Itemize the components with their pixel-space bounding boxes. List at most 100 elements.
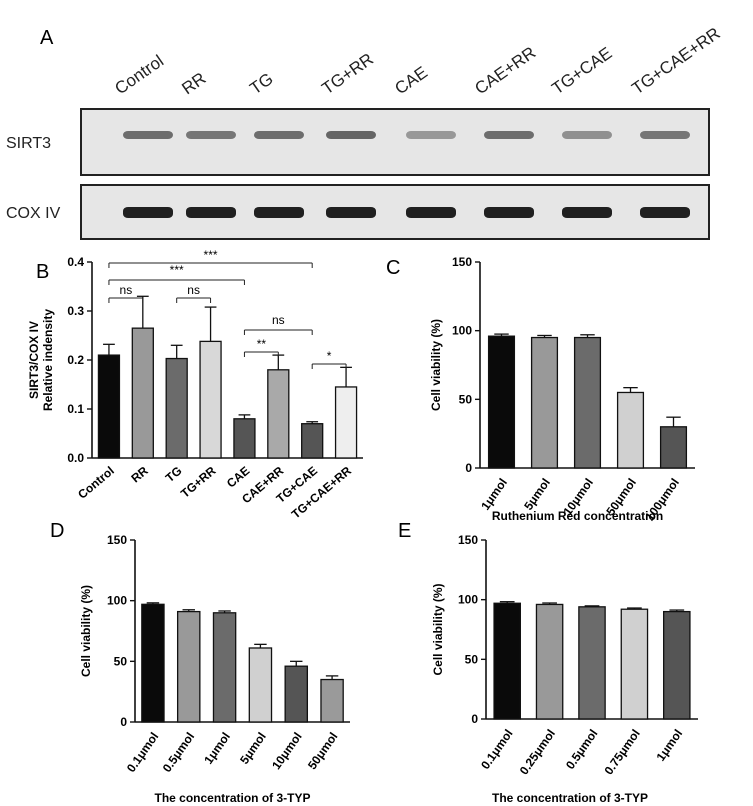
lane-label: RR xyxy=(178,69,209,99)
x-tick-label: TG+CAE+RR xyxy=(289,463,354,521)
lane-label: TG+CAE xyxy=(548,43,615,98)
y-axis-title: SIRT3/COX IV xyxy=(27,321,41,399)
y-tick-label: 0.2 xyxy=(67,353,84,367)
blot-band xyxy=(640,207,690,218)
x-tick-label: 1μmol xyxy=(654,727,686,764)
blot-band xyxy=(186,131,236,139)
blot-label: COX IV xyxy=(6,205,61,222)
blot-band xyxy=(406,207,456,218)
bar xyxy=(487,335,516,469)
bar xyxy=(284,665,309,723)
bar xyxy=(97,354,121,459)
y-tick-label: 100 xyxy=(107,594,127,608)
y-tick-label: 0.3 xyxy=(67,304,84,318)
panel-a: A Control RR TG TG+RR CAE CAE+RR TG+CAE TG+CAE+… xyxy=(6,24,724,240)
x-tick-label: 50μmol xyxy=(305,730,341,772)
bar xyxy=(267,369,290,459)
x-axis-title: Ruthenium Red concentration xyxy=(492,509,663,523)
blot-frame xyxy=(80,184,710,240)
y-tick-label: 50 xyxy=(465,652,479,666)
y-tick-label: 150 xyxy=(107,533,127,547)
y-tick-label: 100 xyxy=(458,593,478,607)
panel-letter-a: A xyxy=(40,27,54,49)
blot-band xyxy=(326,207,376,218)
blot-band xyxy=(326,131,376,139)
sig-label: * xyxy=(327,349,332,363)
lane-label: TG+RR xyxy=(318,49,376,98)
bar xyxy=(493,602,521,720)
y-axis-title: Relative indensity xyxy=(41,309,55,411)
x-tick-label: 0.25μmol xyxy=(517,727,558,778)
x-tick-label: Control xyxy=(75,464,117,502)
sig-label: *** xyxy=(204,248,218,262)
y-tick-label: 0 xyxy=(120,715,127,729)
blot-band xyxy=(484,131,534,139)
x-axis-title: The concentration of 3-TYP xyxy=(492,791,648,805)
blot-band xyxy=(254,131,304,139)
x-tick-label: 5μmol xyxy=(521,476,553,513)
blot-frame xyxy=(80,108,710,176)
lane-label: Control xyxy=(111,51,167,98)
blot-band xyxy=(562,207,612,218)
bar xyxy=(535,603,564,720)
y-tick-label: 50 xyxy=(459,392,473,406)
bar xyxy=(663,610,691,720)
bar xyxy=(530,336,559,469)
bar xyxy=(578,606,606,720)
x-tick-label: RR xyxy=(128,463,151,485)
y-tick-label: 100 xyxy=(452,324,472,338)
y-tick-label: 150 xyxy=(458,533,478,547)
x-tick-label: 0.75μmol xyxy=(602,727,643,778)
blot-band xyxy=(640,131,690,139)
bar xyxy=(233,418,256,459)
bar xyxy=(616,391,645,469)
x-tick-label: 5μmol xyxy=(237,730,269,767)
x-tick-label: CAE xyxy=(224,464,252,491)
x-tick-label: 0.5μmol xyxy=(563,727,600,772)
panel-letter-d: D xyxy=(50,520,64,542)
bar xyxy=(165,357,188,459)
blots: SIRT3 COX IV xyxy=(6,108,710,240)
blot-band xyxy=(186,207,236,218)
x-tick-label: 10μmol xyxy=(269,730,305,772)
y-axis-title: Cell viability (%) xyxy=(429,319,443,411)
bar xyxy=(131,327,154,459)
y-tick-label: 0.1 xyxy=(67,402,84,416)
blot-label: SIRT3 xyxy=(6,135,51,152)
y-tick-label: 0 xyxy=(465,461,472,475)
panel-letter-e: E xyxy=(398,520,411,542)
x-tick-label: 0.1μmol xyxy=(478,727,515,772)
y-axis-title: Cell viability (%) xyxy=(79,585,93,677)
lane-label: CAE xyxy=(391,63,431,99)
blot-band xyxy=(562,131,612,139)
sig-label: *** xyxy=(170,263,184,277)
y-tick-label: 150 xyxy=(452,255,472,269)
panel-letter-c: C xyxy=(386,257,400,279)
bar xyxy=(141,603,165,723)
x-tick-label: 1μmol xyxy=(478,476,510,513)
bar xyxy=(301,423,324,459)
panel-e: E 0 50 100 150 0.1μmol 0.25μmol 0.5μmol 0.75μmol… xyxy=(398,520,698,805)
sig-label: ns xyxy=(120,283,133,297)
bar xyxy=(199,340,222,459)
x-tick-label: 1μmol xyxy=(201,730,233,767)
lane-label: CAE+RR xyxy=(471,43,539,98)
bar xyxy=(659,426,688,469)
bar xyxy=(334,386,358,459)
y-tick-label: 0 xyxy=(471,712,478,726)
sig-label: ns xyxy=(272,313,285,327)
y-tick-label: 0.0 xyxy=(67,451,84,465)
sig-label: ** xyxy=(257,337,267,351)
sig-label: ns xyxy=(187,283,200,297)
y-tick-label: 50 xyxy=(114,654,128,668)
blot-band xyxy=(123,131,173,139)
x-axis-title: The concentration of 3-TYP xyxy=(154,791,310,805)
y-axis-title: Cell viability (%) xyxy=(431,583,445,675)
x-tick-label: 0.5μmol xyxy=(160,730,197,775)
lane-labels: Control RR TG TG+RR CAE CAE+RR TG+CAE TG+CAE+RR xyxy=(111,24,723,99)
blot-band xyxy=(406,131,456,139)
blot-band xyxy=(484,207,534,218)
bar xyxy=(320,678,344,723)
